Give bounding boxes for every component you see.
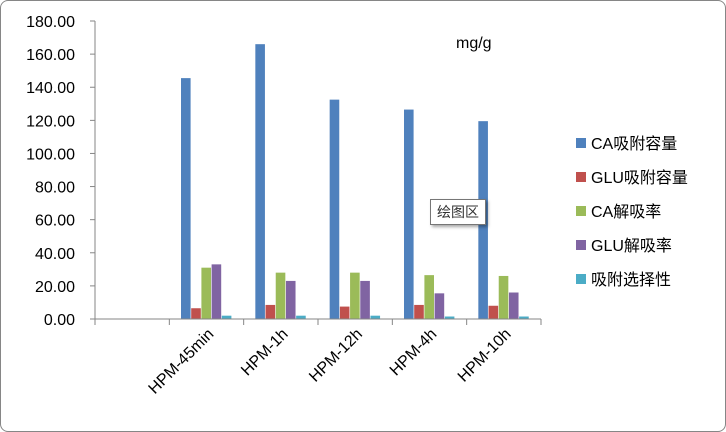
bar bbox=[424, 275, 434, 319]
bar bbox=[508, 292, 519, 319]
y-tick-label: 80.00 bbox=[35, 180, 75, 197]
y-tick-label: 0.00 bbox=[44, 312, 75, 329]
legend-swatch bbox=[576, 240, 586, 250]
x-axis: HPM-45min HPM-1h HPM-12h HPM-4h HPM-10h bbox=[94, 318, 542, 398]
bar bbox=[519, 316, 529, 319]
bar bbox=[329, 99, 340, 319]
legend-entry-label: CA吸附容量 bbox=[591, 135, 677, 153]
legend-swatch bbox=[576, 206, 586, 216]
legend-swatch bbox=[576, 138, 586, 148]
bar bbox=[191, 308, 201, 319]
x-tick-label: HPM-10h bbox=[455, 326, 515, 386]
y-tick-label: 180.00 bbox=[26, 14, 75, 31]
y-tick-label: 20.00 bbox=[35, 279, 75, 296]
bar bbox=[211, 264, 222, 319]
plot-area-tooltip: 绘图区 bbox=[430, 199, 486, 225]
bar bbox=[255, 44, 265, 320]
legend-swatch bbox=[576, 274, 586, 284]
y-tick-label: 60.00 bbox=[35, 213, 75, 230]
unit-annotation: mg/g bbox=[456, 35, 492, 52]
bar bbox=[201, 267, 211, 319]
x-tick-label: HPM-45min bbox=[146, 326, 218, 398]
bar bbox=[444, 316, 455, 319]
bar bbox=[275, 272, 286, 319]
legend-entry-label: GLU吸附容量 bbox=[591, 169, 688, 187]
bars bbox=[181, 44, 529, 320]
legend-swatch bbox=[576, 172, 586, 182]
x-tick-label: HPM-12h bbox=[306, 326, 366, 386]
bar bbox=[339, 306, 350, 319]
bar bbox=[370, 315, 381, 319]
bar bbox=[414, 304, 424, 319]
bar bbox=[360, 280, 370, 319]
bar bbox=[265, 304, 276, 319]
legend-entry-label: 吸附选择性 bbox=[591, 271, 671, 289]
bar bbox=[350, 272, 360, 319]
bar bbox=[404, 109, 414, 319]
bar bbox=[434, 293, 445, 319]
y-tick-label: 40.00 bbox=[35, 246, 75, 263]
x-tick-label: HPM-1h bbox=[238, 326, 292, 380]
x-tick-label: HPM-4h bbox=[387, 326, 441, 380]
bar bbox=[181, 78, 191, 319]
bar bbox=[488, 305, 499, 319]
bar bbox=[285, 280, 296, 319]
legend-entry-label: GLU解吸率 bbox=[591, 237, 672, 255]
y-tick-label: 120.00 bbox=[26, 113, 75, 130]
y-tick-label: 100.00 bbox=[26, 146, 75, 163]
y-tick-label: 140.00 bbox=[26, 80, 75, 97]
legend-entry-label: CA解吸率 bbox=[591, 203, 661, 221]
bar bbox=[296, 315, 306, 319]
bar bbox=[221, 315, 232, 319]
y-axis: 0.00 20.00 40.00 60.00 80.00 100.00 120.00 140.… bbox=[26, 14, 96, 329]
y-tick-label: 160.00 bbox=[26, 47, 75, 64]
bar bbox=[498, 275, 509, 319]
